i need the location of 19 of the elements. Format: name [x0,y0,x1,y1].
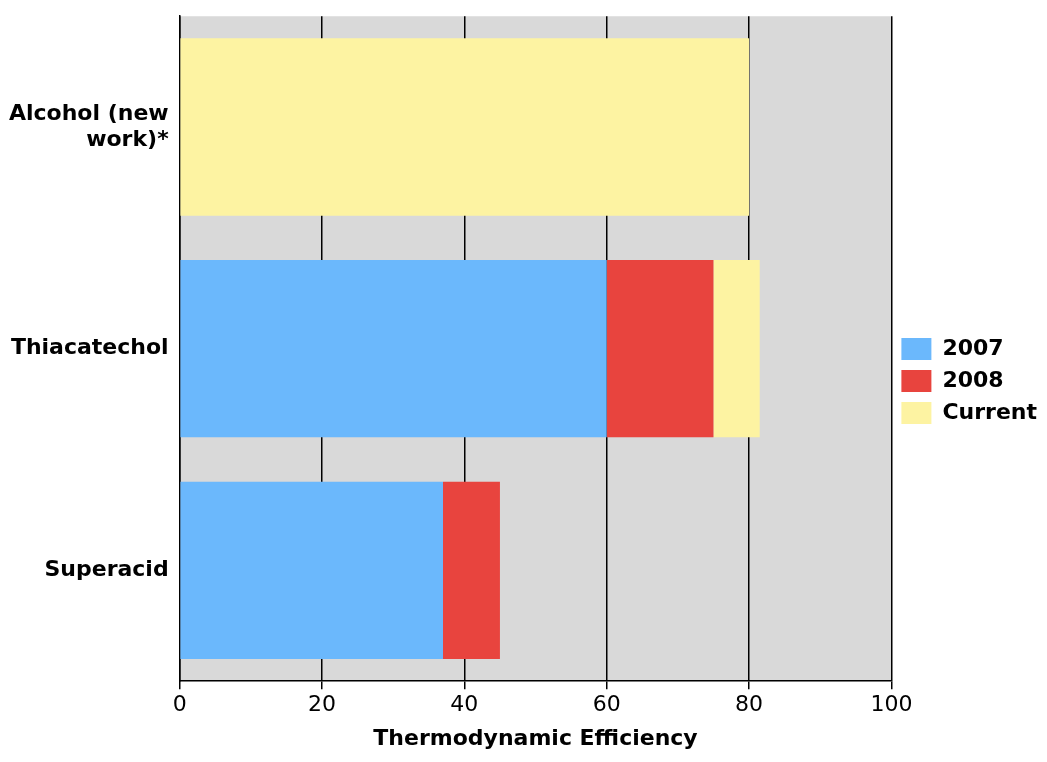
x-tick-label: 40 [450,691,479,717]
x-axis-title: Thermodynamic Efficiency [373,724,698,750]
bar [606,260,714,438]
bar [180,38,750,216]
x-tick-label: 60 [592,691,621,717]
legend-label: 2007 [942,334,1004,360]
bar [180,260,607,438]
legend-label: 2008 [942,366,1004,392]
y-tick-label: Superacid [44,556,169,582]
bar [180,481,443,660]
legend-label: Current [942,398,1038,424]
bar [443,481,500,660]
y-tick-label: Alcohol (new work)* [8,99,170,151]
x-tick-label: 20 [308,691,337,717]
bar [713,260,760,438]
x-tick-label: 100 [870,691,913,717]
y-tick-label: Thiacatechol [10,334,169,360]
x-tick-label: 0 [172,691,187,717]
x-tick-label: 80 [735,691,764,717]
